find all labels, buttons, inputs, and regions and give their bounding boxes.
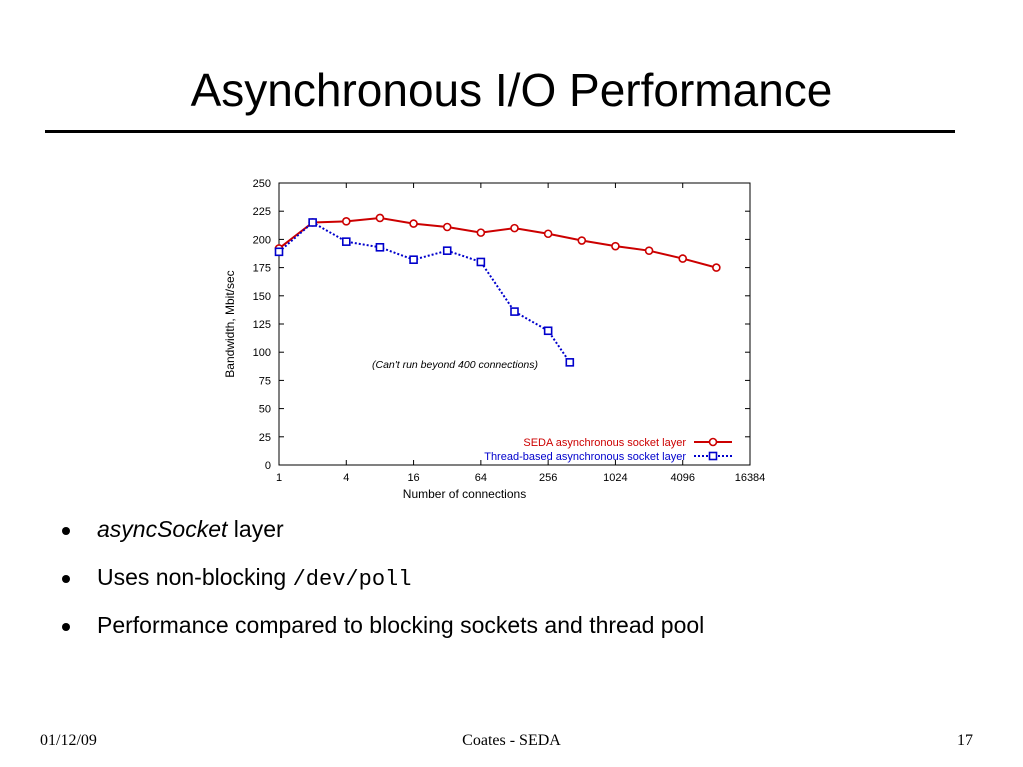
slide-title: Asynchronous I/O Performance: [190, 64, 833, 116]
series-1-point: [409, 219, 418, 228]
series-2-point: [341, 237, 351, 246]
bullet-dot-icon: [62, 623, 70, 631]
x-tick-label: 64: [475, 472, 487, 484]
y-tick-label: 250: [253, 178, 271, 190]
footer-title: Coates - SEDA: [462, 732, 561, 749]
x-tick-label: 16: [407, 472, 419, 484]
series-2-point: [308, 218, 317, 227]
y-tick-label: 25: [259, 432, 271, 444]
footer-date: 01/12/09: [40, 732, 97, 749]
series-2-point: [565, 358, 575, 367]
bullet-code: /dev/poll: [292, 567, 412, 592]
series-2-point: [409, 255, 418, 265]
legend-marker: [708, 437, 718, 447]
x-tick-label: 1024: [603, 472, 627, 484]
x-tick-label: 1: [276, 472, 282, 484]
y-tick-label: 50: [259, 404, 271, 416]
y-tick-label: 100: [253, 347, 271, 359]
series-1-point: [510, 223, 519, 233]
series-2-point: [375, 242, 385, 252]
bullet-dot-icon: [62, 527, 70, 535]
series-1-point: [375, 213, 385, 223]
y-tick-label: 125: [253, 319, 271, 331]
series-line-2: [278, 221, 571, 363]
legend-entry: SEDA asynchronous socket layer: [523, 437, 686, 449]
footer-page-number: 17: [957, 732, 973, 749]
series-line-1: [278, 216, 717, 269]
bullet-text: layer: [227, 516, 284, 542]
series-2-point: [510, 307, 519, 316]
chart-annotation: (Can't run beyond 400 connections): [372, 359, 538, 371]
series-1-point: [476, 228, 486, 237]
x-tick-label: 4096: [670, 472, 694, 484]
y-tick-label: 225: [253, 206, 271, 218]
series-2-point: [476, 257, 486, 267]
bullet-text: Uses non-blocking: [97, 564, 293, 590]
bullet-list: asyncSocket layer Uses non-blocking /dev…: [62, 510, 962, 654]
bullet-text: Performance compared to blocking sockets…: [97, 612, 705, 638]
x-tick-label: 16384: [735, 472, 766, 484]
bullet-dot-icon: [62, 575, 70, 583]
series-1-point: [611, 241, 620, 251]
series-2-point: [543, 326, 553, 336]
x-tick-label: 4: [343, 472, 349, 484]
bullet-emphasis: asyncSocket: [97, 516, 228, 542]
series-1-point: [341, 217, 351, 226]
y-tick-label: 150: [253, 291, 271, 303]
series-2-point: [442, 246, 452, 255]
y-axis-label: Bandwidth, Mbit/sec: [223, 270, 237, 377]
title-divider: [45, 130, 955, 133]
legend-marker: [708, 451, 718, 461]
series-1-point: [712, 263, 721, 272]
series-1-point: [543, 229, 553, 239]
y-tick-label: 175: [253, 263, 271, 275]
series-1-point: [577, 236, 587, 245]
legend-entry: Thread-based asynchronous socket layer: [484, 451, 686, 463]
x-axis-label: Number of connections: [403, 487, 526, 501]
y-tick-label: 200: [253, 234, 271, 246]
x-tick-label: 256: [539, 472, 557, 484]
bullet-item: Uses non-blocking /dev/poll: [62, 558, 962, 606]
series-1-point: [644, 246, 654, 255]
y-tick-label: 0: [265, 460, 271, 472]
y-tick-label: 75: [259, 375, 271, 387]
bullet-item: asyncSocket layer: [62, 510, 962, 558]
series-1-point: [678, 254, 688, 263]
series-1-point: [442, 222, 452, 232]
bullet-item: Performance compared to blocking sockets…: [62, 606, 962, 654]
series-2-point: [274, 247, 284, 257]
